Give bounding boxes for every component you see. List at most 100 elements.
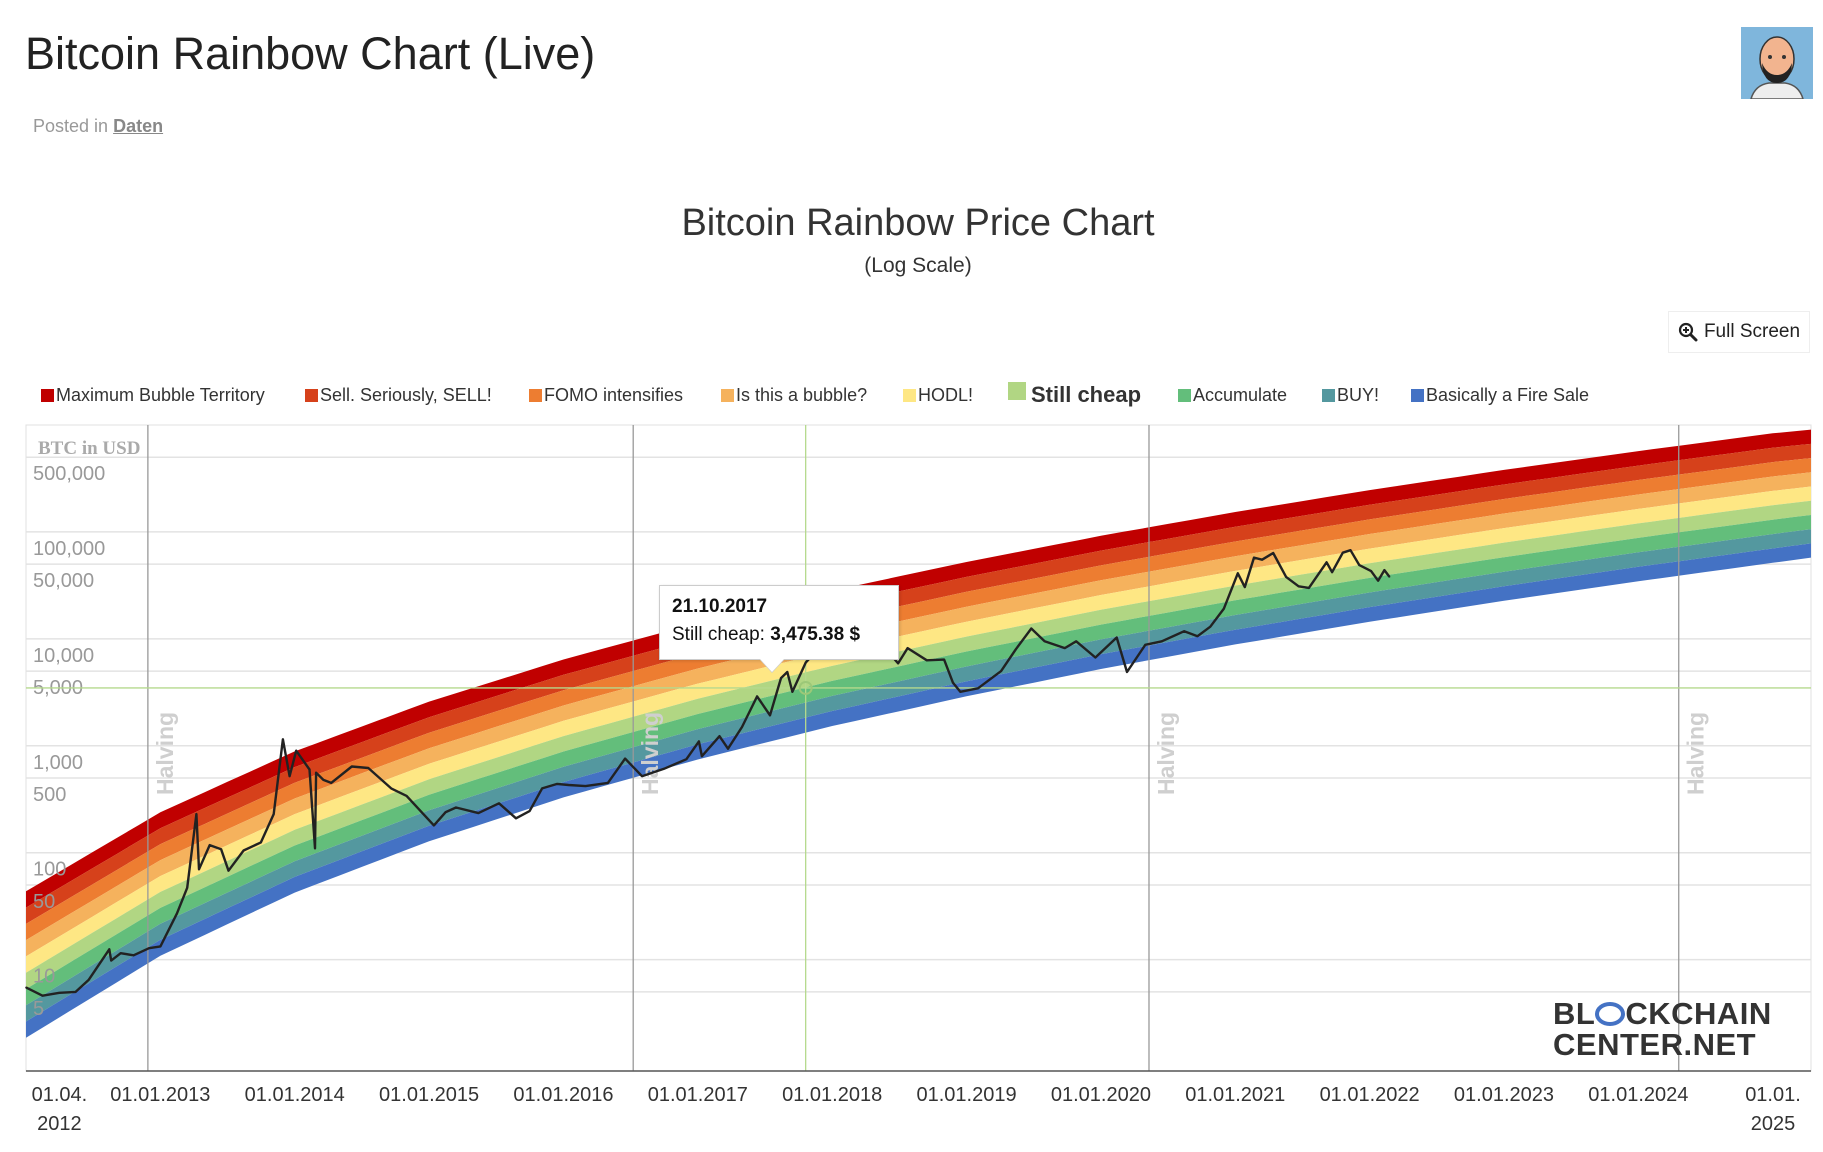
price-point <box>1064 647 1066 649</box>
price-point <box>444 811 447 813</box>
price-point <box>260 841 262 844</box>
legend-item[interactable]: Accumulate <box>1178 385 1287 406</box>
x-tick-label: 01.01.2024 <box>1588 1084 1688 1106</box>
chart-title: Bitcoin Rainbow Price Chart <box>681 202 1155 244</box>
price-point <box>925 659 928 662</box>
price-point <box>314 847 316 850</box>
legend-swatch <box>1008 382 1026 400</box>
legend-label: Sell. Seriously, SELL! <box>320 385 492 405</box>
price-point <box>1253 556 1255 559</box>
y-tick-label: 100 <box>33 859 66 881</box>
legend-swatch <box>305 389 318 402</box>
price-point <box>897 662 899 665</box>
price-point <box>455 806 457 809</box>
price-point <box>41 994 44 997</box>
price-point <box>1237 572 1239 575</box>
price-point <box>685 758 688 760</box>
legend-item[interactable]: Is this a bubble? <box>721 385 867 406</box>
legend-item[interactable]: FOMO intensifies <box>529 385 683 406</box>
price-point <box>1388 576 1391 578</box>
price-point <box>350 765 353 768</box>
price-point <box>1196 635 1199 637</box>
price-point <box>741 726 743 728</box>
chart-subtitle: (Log Scale) <box>864 254 972 277</box>
price-point <box>727 747 729 750</box>
price-point <box>952 681 954 684</box>
price-point <box>977 687 979 690</box>
x-tick-label: 01.04. <box>32 1084 88 1106</box>
halving-label: Halving <box>1153 712 1179 795</box>
price-point <box>367 767 370 769</box>
avatar-illustration <box>1750 36 1804 99</box>
legend-label: HODL! <box>918 385 974 405</box>
category-link[interactable]: Daten <box>113 116 164 136</box>
page-title: Bitcoin Rainbow Chart (Live) <box>25 28 596 79</box>
price-point <box>195 813 198 815</box>
legend-item[interactable]: Sell. Seriously, SELL! <box>305 385 492 406</box>
watermark-text: CENTER.NET <box>1553 1027 1757 1062</box>
price-point <box>132 954 135 957</box>
price-point <box>1341 551 1344 554</box>
price-point <box>567 784 570 786</box>
price-point <box>1261 558 1263 561</box>
price-point <box>1285 576 1287 578</box>
legend: Maximum Bubble Territory Sell. Seriously,… <box>0 382 1823 411</box>
price-point <box>198 868 200 871</box>
price-point <box>330 782 332 784</box>
price-point <box>718 735 721 737</box>
legend-label: FOMO intensifies <box>544 385 684 405</box>
y-axis-label: BTC in USD <box>38 438 140 459</box>
price-point <box>119 952 122 954</box>
tooltip-label: Still cheap: <box>672 624 765 645</box>
halving-label: Halving <box>1683 712 1709 795</box>
price-point <box>804 661 807 664</box>
price-point <box>1043 640 1046 643</box>
y-tick-label: 100,000 <box>33 538 105 560</box>
price-point <box>58 992 61 994</box>
price-point <box>282 738 284 741</box>
legend-item[interactable]: Basically a Fire Sale <box>1411 385 1589 406</box>
legend-swatch <box>41 389 54 402</box>
price-point <box>1297 585 1300 588</box>
author-avatar[interactable] <box>1741 27 1813 99</box>
price-point <box>1126 671 1128 673</box>
legend-swatch <box>1322 389 1335 402</box>
hover-marker <box>798 680 813 695</box>
price-point <box>242 849 245 852</box>
legend-swatch <box>1178 389 1191 402</box>
price-point <box>1223 607 1225 610</box>
price-point <box>1115 636 1118 639</box>
price-point <box>698 740 700 743</box>
price-point <box>1209 625 1212 628</box>
price-point <box>756 695 758 698</box>
price-point <box>1325 561 1328 564</box>
x-tick-label: 01.01.2013 <box>110 1084 210 1106</box>
price-point <box>541 787 543 790</box>
blockchaincenter-watermark: BL CKCHAIN CENTER.NET <box>1553 998 1772 1060</box>
legend-item[interactable]: HODL! <box>903 385 973 406</box>
price-point <box>701 755 703 757</box>
posted-in-label: Posted in <box>33 116 109 136</box>
x-tick-label: 01.01.2019 <box>916 1084 1016 1106</box>
chain-link-icon <box>1595 1002 1626 1026</box>
price-point <box>791 690 794 693</box>
x-tick-label-year: 2012 <box>37 1113 82 1135</box>
full-screen-button[interactable]: Full Screen <box>1668 311 1810 353</box>
legend-item[interactable]: Maximum Bubble Territory <box>41 385 265 406</box>
legend-swatch <box>721 389 734 402</box>
x-tick-label: 01.01.2020 <box>1051 1084 1151 1106</box>
price-point <box>959 690 962 693</box>
price-point <box>663 767 665 770</box>
price-point <box>159 945 162 948</box>
y-tick-label: 10,000 <box>33 645 94 667</box>
posted-in: Posted in Daten <box>33 116 163 137</box>
legend-item[interactable]: Still cheap <box>1008 382 1141 408</box>
legend-item[interactable]: BUY! <box>1322 385 1379 406</box>
price-point <box>1030 627 1033 630</box>
full-screen-label: Full Screen <box>1703 321 1801 342</box>
tooltip-value: 3,475.38 $ <box>770 624 861 645</box>
price-point <box>405 795 408 797</box>
x-tick-label-year: 2025 <box>1751 1113 1796 1135</box>
price-point <box>148 947 150 950</box>
